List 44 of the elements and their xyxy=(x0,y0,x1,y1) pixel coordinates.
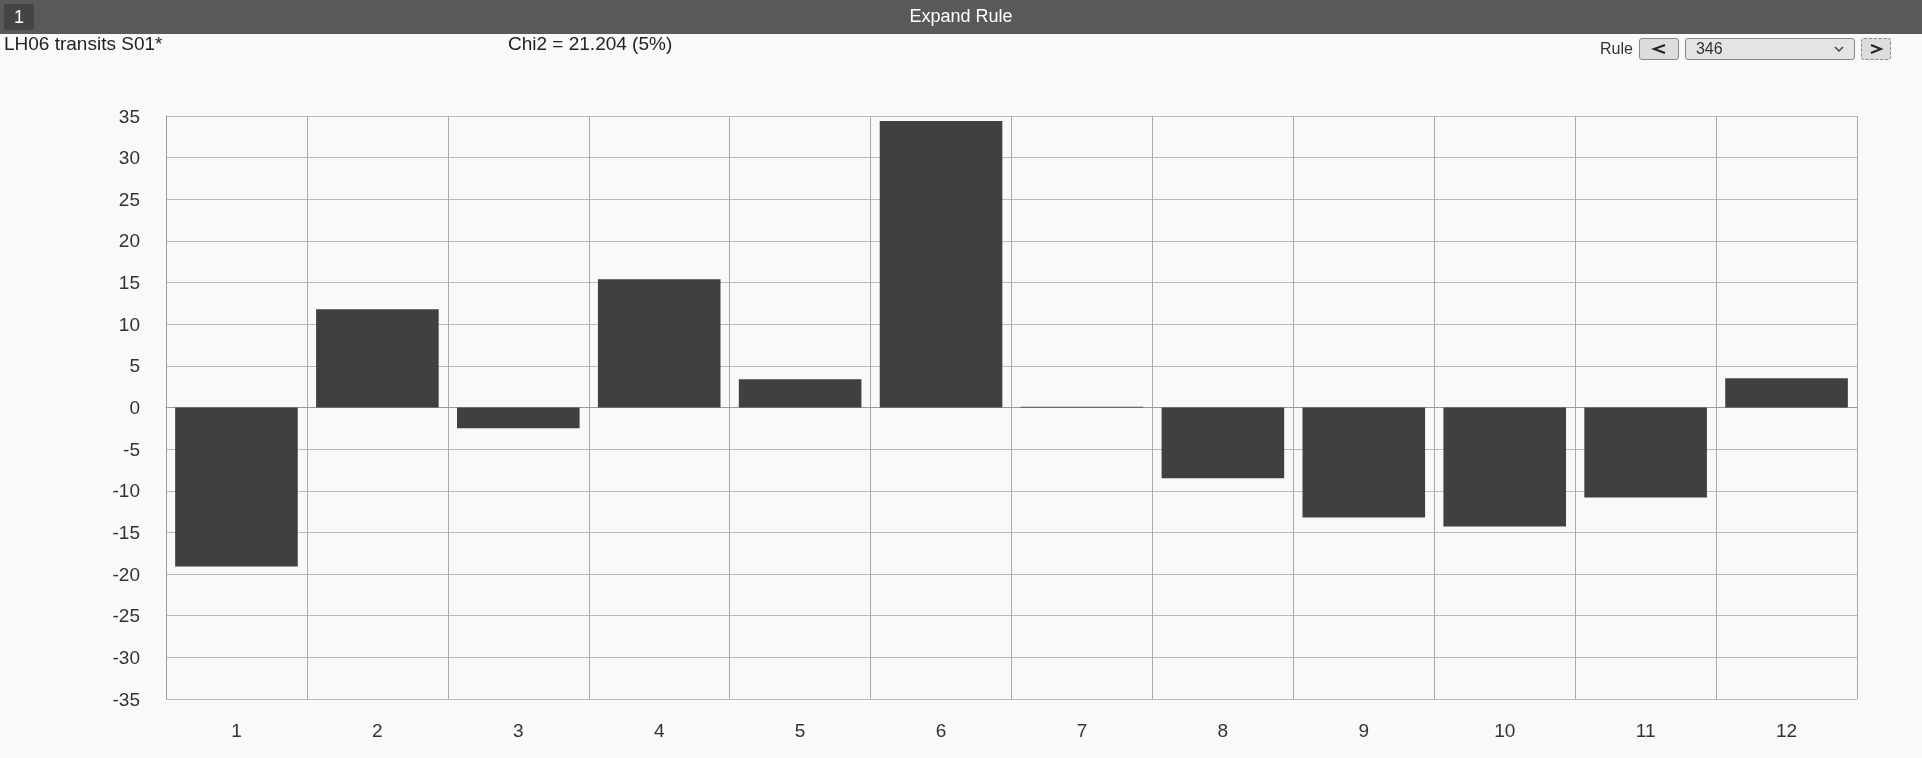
y-tick-label: 35 xyxy=(118,105,140,127)
y-tick-label: -30 xyxy=(112,646,140,668)
y-tick-label: -25 xyxy=(112,605,140,627)
text: 1 xyxy=(4,4,34,30)
x-tick-label: 1 xyxy=(231,720,242,741)
x-tick-label: 5 xyxy=(794,720,806,741)
x-tick-label: 12 xyxy=(1775,720,1798,741)
y-tick-label: 10 xyxy=(118,313,140,335)
x-tick-label: 8 xyxy=(1217,720,1229,741)
chart-subtitle: Chi2 = 21.204 (5%) xyxy=(508,33,673,55)
x-tick-label: 6 xyxy=(935,720,947,741)
y-tick-label: 20 xyxy=(118,230,140,252)
bar xyxy=(879,121,1003,408)
x-tick-label: 11 xyxy=(1635,720,1656,741)
bar xyxy=(1443,407,1567,527)
y-tick-label: -20 xyxy=(112,563,140,585)
bar xyxy=(1725,378,1848,408)
y-tick-label: -10 xyxy=(112,480,140,502)
y-tick-label: 30 xyxy=(118,147,140,169)
text: Expand Rule xyxy=(909,6,1013,26)
bar xyxy=(738,379,862,408)
y-tick-label: 5 xyxy=(129,355,140,377)
y-tick-label: 15 xyxy=(118,272,140,294)
text: 346 xyxy=(1695,40,1723,58)
bar xyxy=(1584,407,1707,498)
y-tick-label: -15 xyxy=(112,521,140,543)
x-tick-label: 9 xyxy=(1358,720,1370,741)
x-tick-label: 4 xyxy=(653,720,665,741)
text: Rule xyxy=(1600,40,1633,58)
y-tick-label: 0 xyxy=(129,397,140,418)
y-tick-label: -5 xyxy=(123,438,140,460)
x-tick-label: 7 xyxy=(1076,720,1088,741)
bar xyxy=(316,309,439,408)
bar xyxy=(1302,407,1426,518)
bar xyxy=(597,279,721,408)
y-tick-label: 25 xyxy=(118,188,140,210)
y-tick-label: -35 xyxy=(112,688,140,710)
chart-title: LH06 transits S01* xyxy=(4,33,163,55)
x-tick-label: 2 xyxy=(372,720,383,741)
bar xyxy=(456,407,580,429)
bar xyxy=(1161,407,1285,479)
x-tick-label: 10 xyxy=(1494,720,1516,741)
x-tick-label: 3 xyxy=(513,720,524,741)
bar xyxy=(175,407,298,567)
